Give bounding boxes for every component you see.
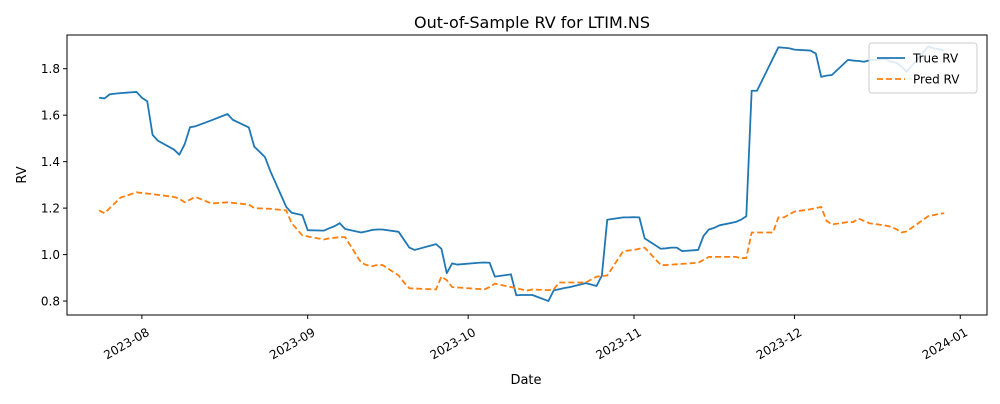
y-tick-label: 1.6 — [41, 109, 60, 123]
y-tick-label: 1.2 — [41, 202, 60, 216]
legend-box — [868, 42, 978, 94]
pred-rv-line — [98, 191, 945, 292]
legend-label: Pred RV — [913, 73, 960, 87]
y-tick-label: 0.8 — [41, 295, 60, 309]
y-tick-label: 1.8 — [41, 62, 60, 76]
legend: True RV Pred RV — [868, 42, 978, 94]
chart-title: Out-of-Sample RV for LTIM.NS — [414, 13, 650, 32]
series-layer — [98, 45, 945, 302]
y-tick-label: 1.0 — [41, 248, 60, 262]
x-axis-label: Date — [510, 373, 541, 388]
true-rv-line — [98, 45, 945, 302]
plot-area-frame — [66, 34, 988, 316]
y-axis-label: RV — [15, 166, 30, 183]
legend-label: True RV — [912, 52, 959, 66]
y-tick-label: 1.4 — [41, 155, 60, 169]
